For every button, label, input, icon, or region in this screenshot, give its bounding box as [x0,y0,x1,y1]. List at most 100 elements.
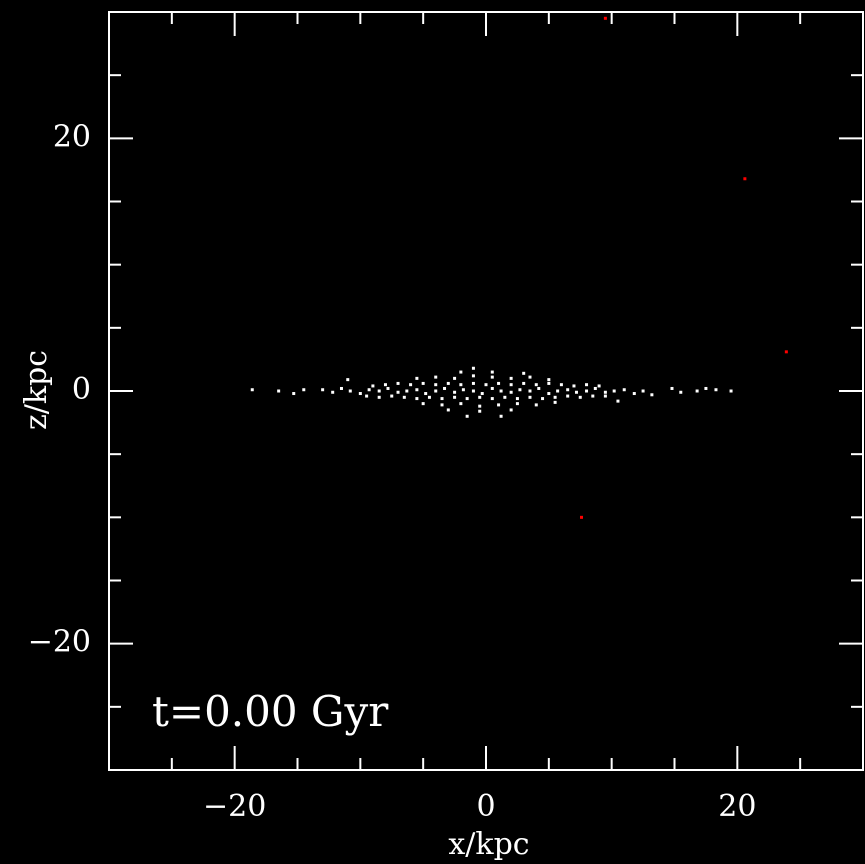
point [292,392,296,396]
point [461,388,465,392]
point [641,389,645,393]
point [490,375,494,379]
point [553,395,557,399]
point [471,389,475,393]
point [537,386,541,390]
point [547,392,551,396]
point [509,408,513,412]
point [612,389,616,393]
point [321,388,325,392]
point [367,388,371,392]
point [471,366,475,370]
point [503,395,507,399]
point [679,390,683,394]
point [522,371,526,375]
point [434,389,438,393]
point [459,402,463,406]
point [434,383,438,387]
point [459,383,463,387]
point [405,389,409,393]
point [421,402,425,406]
point [409,383,413,387]
point [365,394,369,398]
point [580,515,584,519]
point [490,386,494,390]
point [515,402,519,406]
point [603,390,607,394]
point [446,408,450,412]
point [377,395,381,399]
point [424,392,428,396]
point [434,375,438,379]
point [490,397,494,401]
point [484,383,488,387]
point [572,384,576,388]
point [415,397,419,401]
point [670,386,674,390]
point [490,370,494,374]
point [591,394,595,398]
x-tick-label: −20 [203,789,266,824]
point [578,395,582,399]
point [427,395,431,399]
point [383,383,387,387]
point [574,390,578,394]
point [566,388,570,392]
point [446,381,450,385]
y-axis-label: z/kpc [19,350,54,430]
point [704,386,708,390]
point [396,390,400,394]
point [616,399,620,403]
point [471,374,475,378]
point [528,395,532,399]
point [547,378,551,382]
point [528,375,532,379]
point [518,388,522,392]
point [339,386,343,390]
point [277,389,281,393]
point [509,390,513,394]
point [695,389,699,393]
point [528,389,532,393]
point [497,403,501,407]
point [547,381,551,385]
point [348,389,352,393]
x-tick-label: 0 [476,789,495,824]
point [553,400,557,404]
point [415,376,419,380]
point [566,394,570,398]
point [593,386,597,390]
point [597,384,601,388]
point [585,389,589,393]
point [386,386,390,390]
point [377,389,381,393]
point [534,403,538,407]
point [459,370,463,374]
point [499,414,503,418]
point [415,388,419,392]
plot-frame [108,11,864,771]
point [478,404,482,408]
x-tick-label: 20 [718,789,756,824]
point [650,393,654,397]
point [371,384,375,388]
point [585,383,589,387]
point [346,378,350,382]
point [440,397,444,401]
point [541,397,545,401]
point [522,381,526,385]
y-tick-label: 20 [53,119,91,154]
point [559,383,563,387]
point [509,376,513,380]
point [402,395,406,399]
point [743,177,747,181]
point [440,403,444,407]
point [497,381,501,385]
point [784,350,788,354]
point [632,392,636,396]
point [443,386,447,390]
point [480,392,484,396]
point [471,381,475,385]
